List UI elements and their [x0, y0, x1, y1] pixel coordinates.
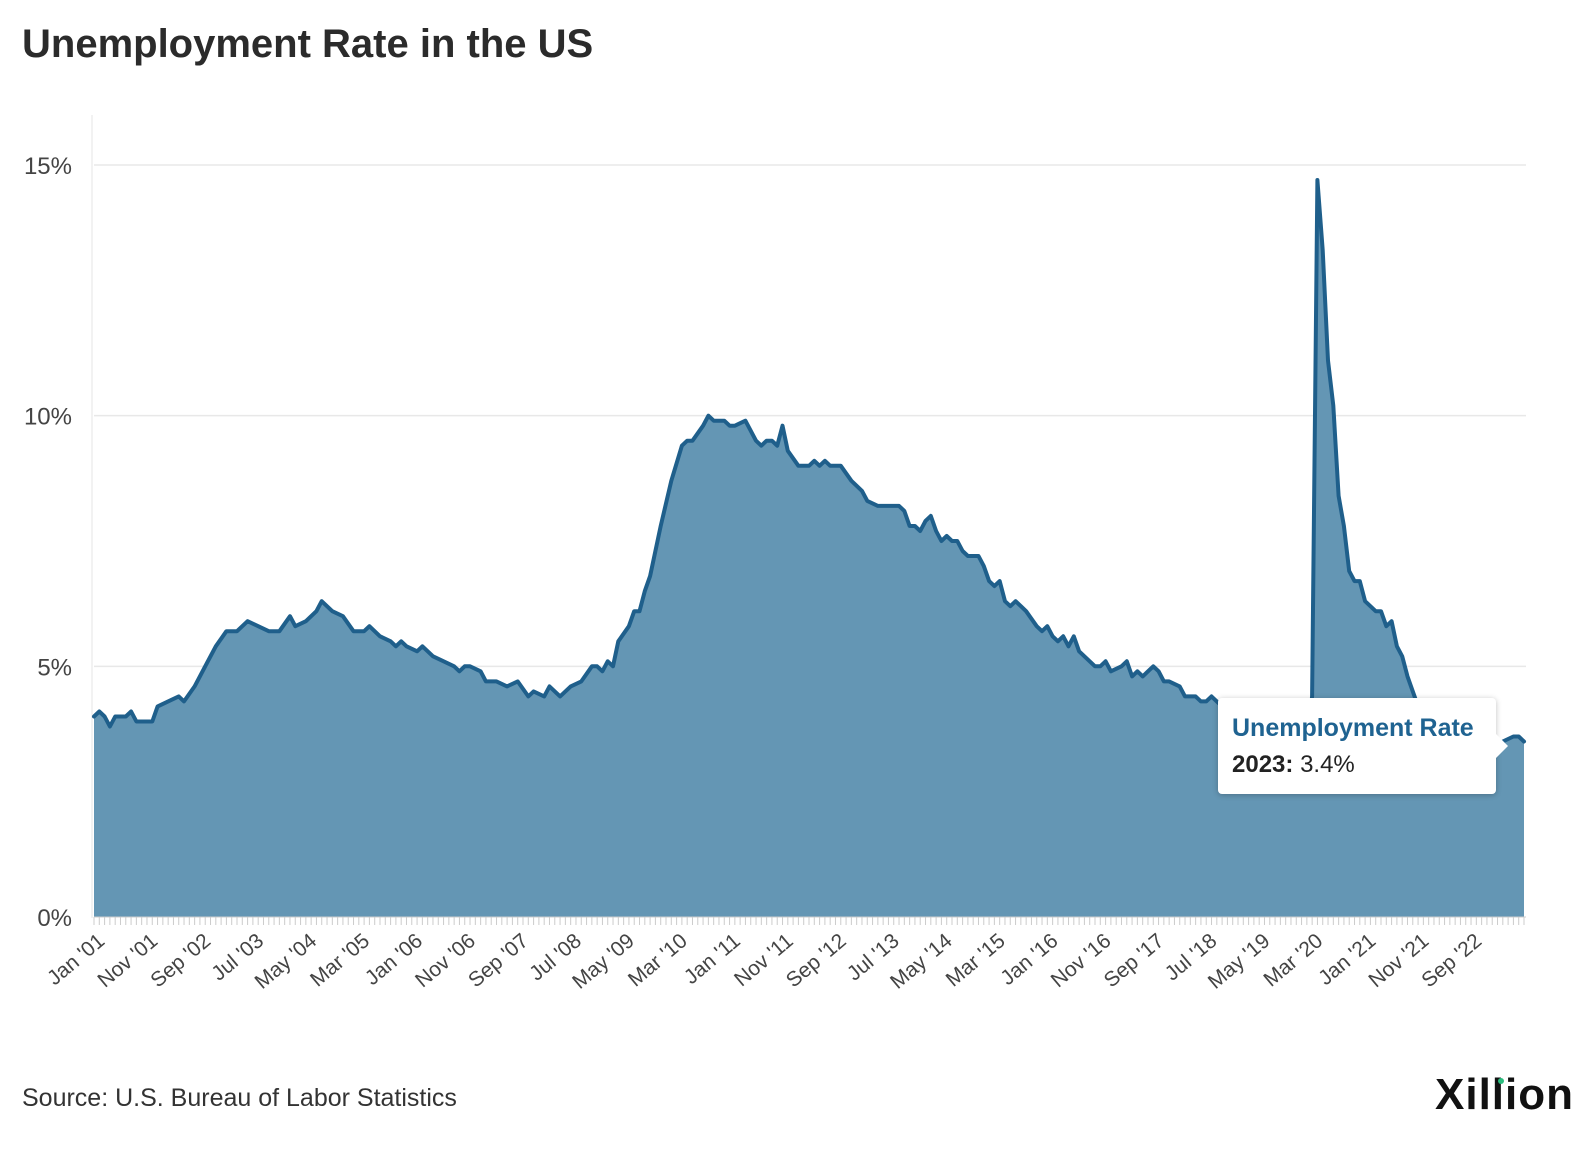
brand-text: Xillion	[1435, 1070, 1574, 1119]
source-note: Source: U.S. Bureau of Labor Statistics	[22, 1084, 457, 1112]
y-axis-ticks: 0% 5% 10% 15%	[24, 153, 72, 932]
series-line[interactable]	[92, 178, 1526, 749]
brand-dot	[1498, 1078, 1504, 1084]
tooltip-series-name: Unemployment Rate	[1232, 714, 1474, 742]
tooltip-arrow	[1496, 734, 1508, 758]
tooltip-value: 3.4%	[1300, 751, 1355, 778]
y-tick-label: 15%	[24, 153, 72, 180]
x-tick-label: Sep '07	[464, 929, 533, 992]
x-tick-label: Nov '16	[1047, 929, 1116, 992]
y-tick-label: 0%	[37, 905, 72, 932]
tooltip-value-line: 2023: 3.4%	[1232, 751, 1482, 779]
tooltip: Unemployment Rate 2023: 3.4%	[1218, 698, 1508, 794]
x-tick-label: Mar '15	[942, 929, 1010, 991]
x-tick-label: Sep '22	[1417, 929, 1486, 992]
x-tick-label: Nov '06	[411, 929, 480, 992]
x-tick-label: Mar '05	[306, 929, 374, 991]
y-tick-label: 10%	[24, 404, 72, 431]
brand-logo: Xillion	[1435, 1070, 1574, 1120]
x-tick-label: Mar '20	[1259, 929, 1327, 991]
x-tick-label: Mar '10	[624, 929, 692, 991]
y-tick-label: 5%	[37, 654, 72, 681]
tooltip-label: 2023:	[1232, 751, 1294, 778]
x-axis-minor-ticks	[93, 917, 1525, 925]
x-tick-label: Sep '12	[782, 929, 851, 992]
x-tick-label: Sep '02	[146, 929, 215, 992]
chart-title: Unemployment Rate in the US	[22, 22, 594, 66]
x-tick-label: Sep '17	[1100, 929, 1169, 992]
area-fill	[94, 180, 1524, 917]
